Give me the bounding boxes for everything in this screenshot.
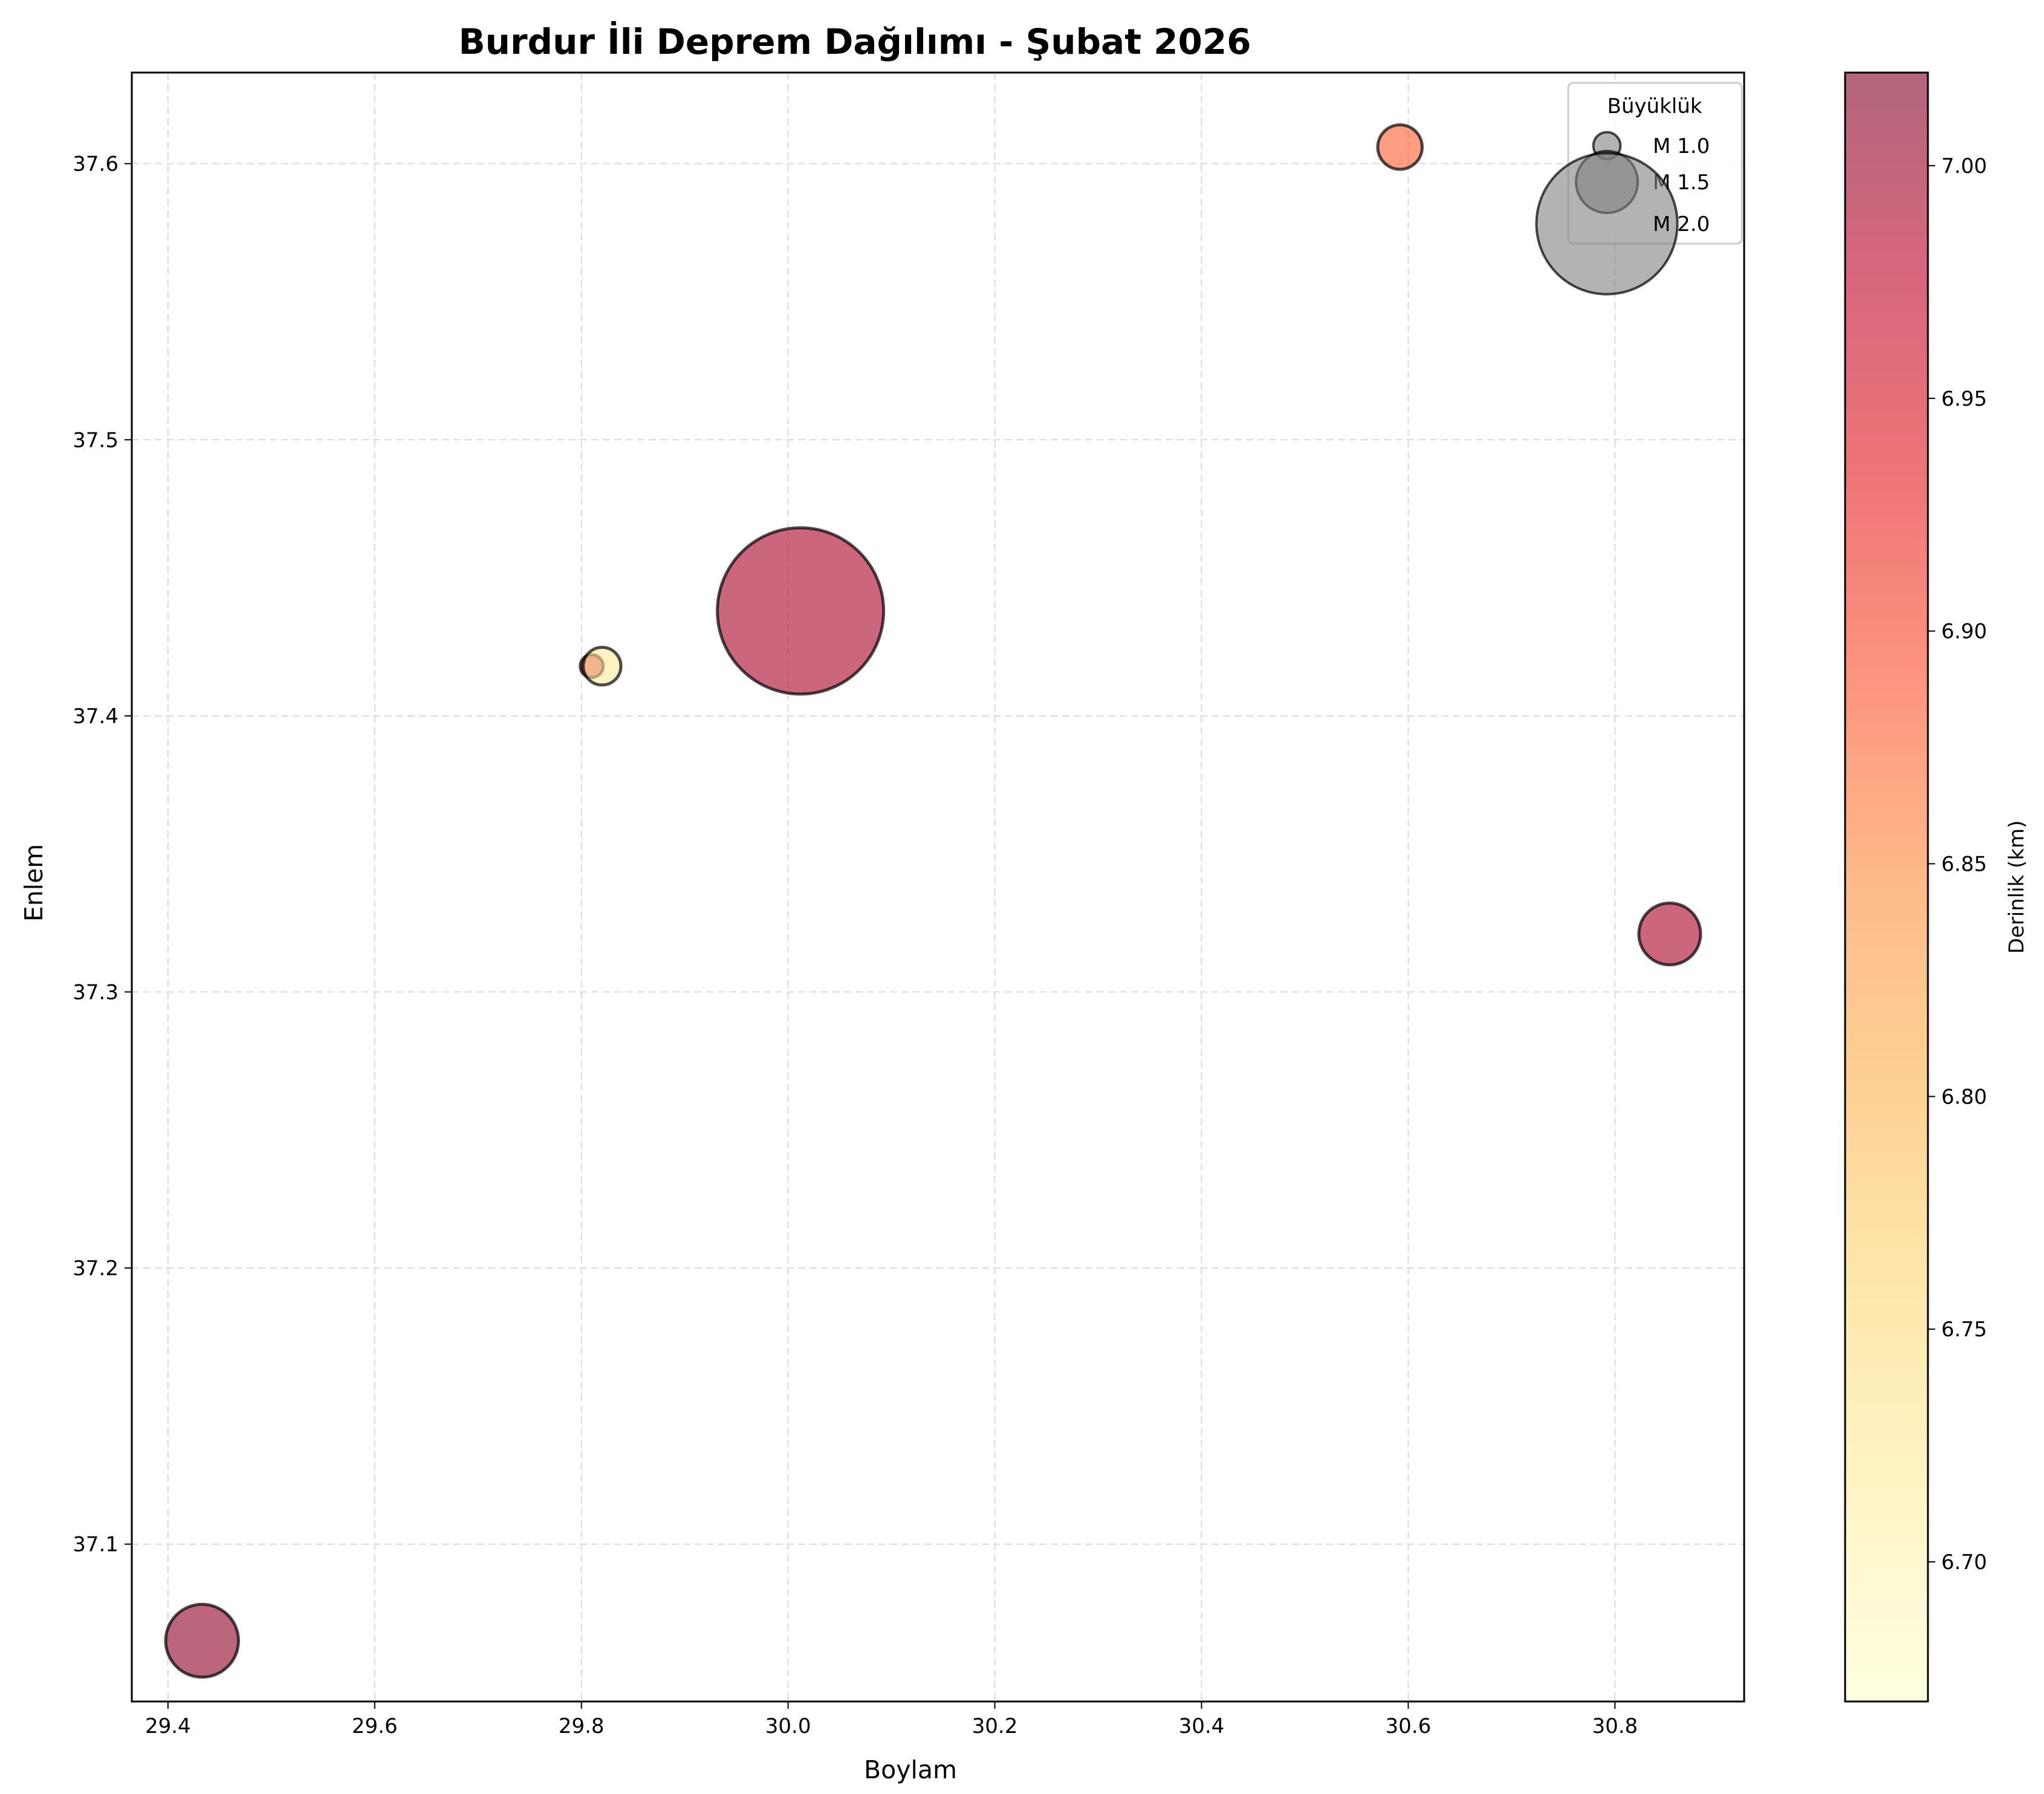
x-tick-label: 29.8: [559, 1714, 605, 1738]
x-axis-ticks: 29.4 29.6 29.8 30.0 30.2 30.4 30.6 30.8: [145, 1701, 1638, 1738]
y-tick-label: 37.1: [73, 1533, 118, 1557]
y-axis-label: Enlem: [19, 844, 48, 921]
data-point: [716, 526, 886, 696]
data-points: [164, 123, 1702, 1679]
colorbar-frame: [1844, 71, 1929, 1703]
colorbar-tick-label: 6.80: [1941, 1085, 1987, 1109]
x-tick-label: 30.0: [765, 1714, 811, 1738]
data-point: [1637, 902, 1702, 967]
colorbar-tick-label: 6.85: [1941, 853, 1987, 877]
y-tick-label: 37.2: [73, 1256, 118, 1281]
y-axis-ticks: 37.1 37.2 37.3 37.4 37.5 37.6: [73, 152, 132, 1557]
y-tick-label: 37.5: [73, 428, 118, 452]
chart-title: Burdur İli Deprem Dağılımı - Şubat 2026: [458, 21, 1251, 62]
legend-marker: [1535, 152, 1679, 296]
legend-label: M 1.0: [1653, 134, 1710, 158]
colorbar-ticks: 6.70 6.75 6.80 6.85 6.90 6.95 7.00: [1928, 154, 1987, 1575]
colorbar-tick-label: 6.90: [1941, 620, 1987, 644]
colorbar-gradient: [1845, 73, 1928, 1701]
x-tick-label: 30.6: [1386, 1714, 1432, 1738]
y-tick-label: 37.3: [73, 981, 118, 1005]
x-tick-label: 30.4: [1179, 1714, 1225, 1738]
data-point: [1376, 123, 1424, 171]
y-tick-label: 37.4: [73, 704, 118, 729]
data-point: [582, 646, 623, 687]
legend-title: Büyüklük: [1608, 94, 1702, 119]
x-tick-label: 30.2: [972, 1714, 1018, 1738]
legend-items: M 1.0M 1.5M 2.0: [1535, 131, 1710, 296]
y-tick-label: 37.6: [73, 152, 118, 177]
colorbar-tick-label: 7.00: [1941, 154, 1987, 178]
colorbar-tick-label: 6.75: [1941, 1318, 1987, 1342]
x-axis-label: Boylam: [864, 1755, 957, 1784]
legend-label: M 2.0: [1653, 212, 1710, 236]
plot-frame: [131, 71, 1745, 1703]
legend: Büyüklük M 1.0M 1.5M 2.0: [1535, 82, 1743, 296]
colorbar-label: Derinlik (km): [2005, 821, 2029, 954]
colorbar-tick-label: 6.95: [1941, 387, 1987, 411]
colorbar-tick-label: 6.70: [1941, 1550, 1987, 1575]
plot-background: [132, 73, 1744, 1701]
plot-area: 29.4 29.6 29.8 30.0 30.2 30.4 30.6 30.8 37.137.…: [73, 71, 1745, 1738]
data-point: [164, 1602, 241, 1679]
grid-lines: [132, 73, 1744, 1701]
colorbar: 6.70 6.75 6.80 6.85 6.90 6.95 7.00 Derinlik (k…: [1844, 71, 2029, 1703]
x-tick-label: 29.6: [352, 1714, 398, 1738]
x-tick-label: 30.8: [1592, 1714, 1638, 1738]
x-tick-label: 29.4: [145, 1714, 191, 1738]
